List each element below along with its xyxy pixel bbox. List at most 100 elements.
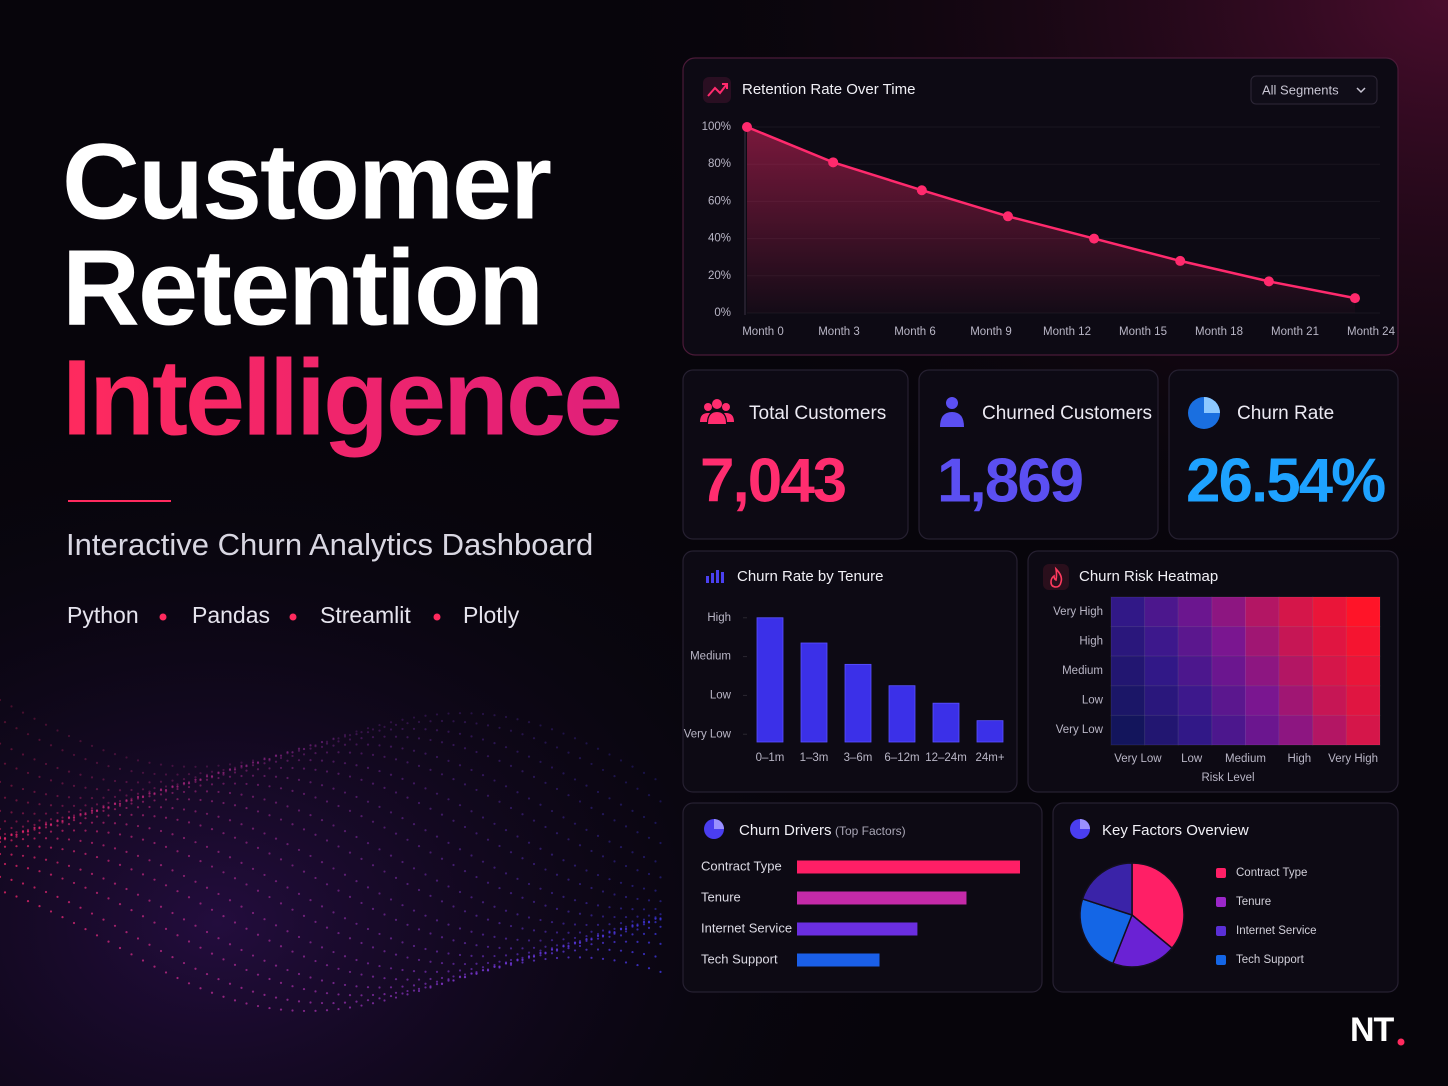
bg-dot xyxy=(412,716,416,719)
bg-dot xyxy=(228,768,232,771)
bg-dot xyxy=(654,889,657,892)
bg-dot xyxy=(141,959,145,962)
bg-dot xyxy=(268,785,271,788)
bg-dot xyxy=(608,878,611,881)
bg-dot xyxy=(343,955,347,958)
dropdown[interactable] xyxy=(1250,75,1378,105)
bg-dot xyxy=(624,825,628,828)
bg-dot xyxy=(302,914,306,917)
bg-dot xyxy=(562,732,565,735)
y-tick-label: 20% xyxy=(708,270,731,282)
bg-dot xyxy=(371,946,375,949)
panel-title: Retention Rate Over Time xyxy=(742,81,915,98)
bg-dot xyxy=(539,803,542,806)
bg-dot xyxy=(194,780,197,783)
bg-dot xyxy=(136,792,140,795)
bg-dot xyxy=(659,918,662,921)
bg-dot xyxy=(38,775,41,778)
bg-dot xyxy=(309,854,312,858)
bg-dot xyxy=(148,792,151,795)
bg-dot xyxy=(107,859,110,862)
bg-dot xyxy=(210,991,214,994)
bg-dot xyxy=(325,883,329,886)
bg-dot xyxy=(95,891,99,894)
bg-dot xyxy=(619,881,623,884)
bg-dot xyxy=(130,799,133,802)
bg-dot xyxy=(274,924,278,927)
bg-dot xyxy=(320,1001,324,1005)
bg-dot xyxy=(555,832,559,835)
bg-dot xyxy=(516,938,519,941)
bg-dot xyxy=(504,746,508,749)
bg-dot xyxy=(550,948,554,951)
bg-dot xyxy=(72,814,76,817)
bg-dot xyxy=(320,946,324,949)
bg-dot xyxy=(279,754,283,757)
bg-dot xyxy=(3,845,7,848)
bg-dot xyxy=(498,946,501,949)
bg-dot xyxy=(521,733,524,736)
bg-dot xyxy=(447,885,450,888)
bg-dot xyxy=(562,950,565,953)
bg-dot xyxy=(578,882,582,886)
bg-dot xyxy=(383,977,386,980)
bg-dot xyxy=(360,973,363,976)
bg-dot xyxy=(164,927,168,931)
legend-swatch xyxy=(1216,926,1226,936)
bg-dot xyxy=(394,758,398,761)
y-tick-label: High xyxy=(1079,635,1103,647)
x-tick-label: High xyxy=(1287,753,1311,765)
bg-dot xyxy=(417,978,421,981)
bg-dot xyxy=(493,741,496,745)
heat-cell xyxy=(1278,714,1314,746)
bg-dot xyxy=(624,864,628,868)
bg-dot xyxy=(590,806,593,809)
dropdown-label[interactable]: All Segments xyxy=(1262,82,1339,97)
bg-dot xyxy=(366,962,370,965)
bg-dot xyxy=(199,778,202,781)
bg-dot xyxy=(601,957,605,960)
chevron[interactable] xyxy=(1356,87,1366,94)
x-tick-label: 24m+ xyxy=(975,752,1004,764)
x-tick-label: 12–24m xyxy=(925,752,967,764)
bg-dot xyxy=(424,714,427,717)
user-icon xyxy=(940,397,964,427)
bg-dot xyxy=(332,738,335,741)
bg-dot xyxy=(383,826,386,829)
bg-dot xyxy=(205,790,209,793)
bg-dot xyxy=(550,891,554,895)
bg-dot xyxy=(148,805,151,809)
bg-dot xyxy=(366,886,370,889)
heat-cell xyxy=(1144,596,1179,628)
bg-dot xyxy=(217,764,220,767)
bg-dot xyxy=(470,854,473,857)
bg-dot xyxy=(228,856,232,859)
heat-cell xyxy=(1278,596,1314,628)
bg-dot xyxy=(378,769,381,773)
bg-dot xyxy=(240,766,243,769)
bg-dot xyxy=(222,915,225,918)
bg-dot xyxy=(642,918,646,921)
bg-dot xyxy=(539,760,542,764)
bg-dot xyxy=(49,846,53,849)
bg-dot xyxy=(325,751,329,754)
bg-dot xyxy=(56,820,59,823)
bg-dot xyxy=(102,806,105,809)
bg-dot xyxy=(631,765,634,768)
bg-dot xyxy=(251,761,255,764)
bg-dot xyxy=(366,927,370,931)
bg-dot xyxy=(291,754,294,758)
x-tick-label: Medium xyxy=(1225,753,1266,765)
bg-dot xyxy=(320,905,324,908)
bg-dot xyxy=(286,968,289,972)
bg-dot xyxy=(90,807,94,810)
bg-dot xyxy=(222,768,225,772)
bg-dot xyxy=(343,983,347,987)
bg-dot xyxy=(141,796,145,799)
bg-dot xyxy=(102,821,105,824)
bg-dot xyxy=(148,827,151,830)
bg-dot xyxy=(435,970,439,973)
bg-dot xyxy=(171,785,174,788)
bg-dot xyxy=(125,799,128,802)
bg-dot xyxy=(171,785,174,788)
